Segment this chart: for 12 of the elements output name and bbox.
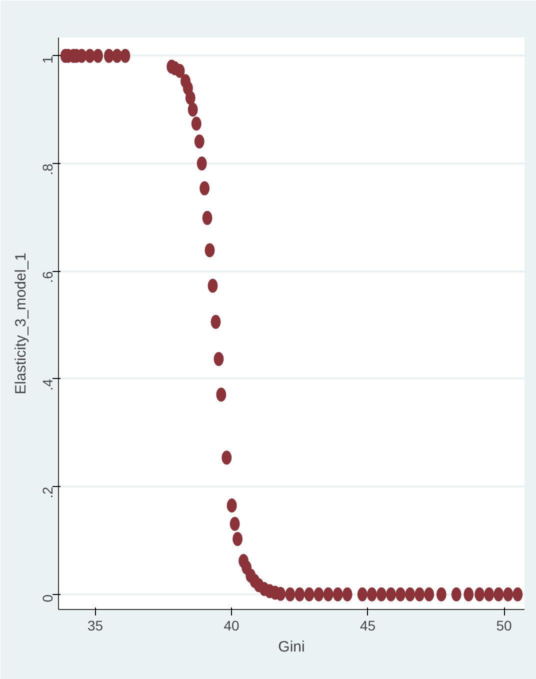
y-tick-label: .8	[40, 163, 56, 176]
x-axis-title: Gini	[278, 638, 305, 656]
x-tick-label: 35	[88, 618, 104, 634]
y-tick-label: 0	[40, 594, 56, 602]
y-tick-label: .6	[40, 271, 56, 283]
x-tick-label: 50	[496, 618, 512, 634]
y-axis-title: Elasticity_3_model_1	[12, 252, 30, 394]
y-tick-label: .4	[40, 378, 56, 391]
y-tick-label: 1	[40, 56, 56, 64]
y-tick-label: .2	[40, 486, 56, 498]
x-tick-label: 40	[224, 618, 240, 634]
x-tick-label: 45	[360, 618, 376, 634]
